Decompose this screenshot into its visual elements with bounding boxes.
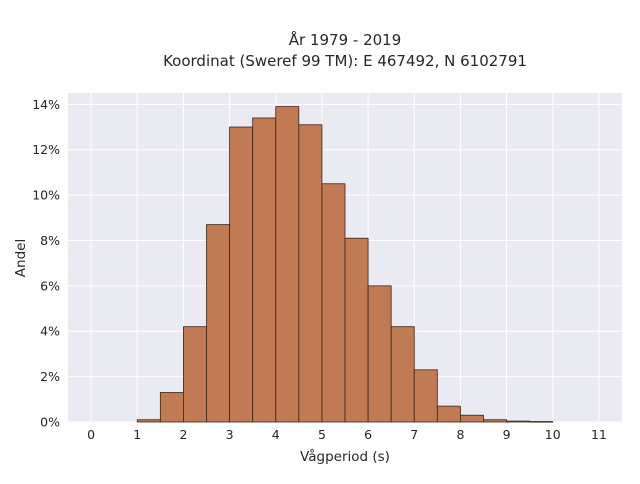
- histogram-bar: [298, 124, 323, 423]
- y-tick-label: 2%: [40, 369, 60, 384]
- histogram-bar: [506, 420, 531, 423]
- y-tick-label: 0%: [40, 415, 60, 430]
- histogram-bar: [436, 405, 461, 423]
- x-tick-label: 5: [318, 427, 326, 442]
- x-tick-label: 6: [364, 427, 372, 442]
- y-tick-label: 12%: [32, 142, 60, 157]
- histogram-bar: [136, 419, 161, 423]
- x-tick-label: 9: [503, 427, 511, 442]
- histogram-bar: [390, 326, 415, 423]
- x-tick-label: 3: [226, 427, 234, 442]
- histogram-bar: [159, 392, 184, 423]
- histogram-bar: [252, 117, 277, 423]
- y-tick-label: 8%: [40, 233, 60, 248]
- x-tick-label: 2: [179, 427, 187, 442]
- histogram-bar: [183, 326, 207, 423]
- x-tick-label: 1: [133, 427, 141, 442]
- x-tick-label: 10: [545, 427, 561, 442]
- histogram-bar: [275, 106, 300, 423]
- y-tick-label: 4%: [40, 324, 60, 339]
- chart-title: År 1979 - 2019: [289, 30, 402, 49]
- y-axis-label: Andel: [13, 239, 29, 277]
- x-tick-label: 7: [410, 427, 418, 442]
- x-axis-ticks: 0 1 2 3 4 5 6 7 8 9 10 11: [87, 427, 607, 442]
- histogram-bar: [529, 421, 554, 423]
- histogram-bar: [460, 414, 484, 423]
- x-tick-label: 11: [591, 427, 607, 442]
- y-tick-label: 10%: [32, 188, 60, 203]
- x-tick-label: 4: [272, 427, 280, 442]
- histogram-bar: [413, 369, 438, 423]
- y-axis-ticks: 0% 2% 4% 6% 8% 10% 12% 14%: [32, 97, 60, 430]
- histogram-bar: [344, 237, 369, 423]
- x-tick-label: 8: [456, 427, 464, 442]
- histogram-bar: [321, 183, 346, 423]
- x-tick-label: 0: [87, 427, 95, 442]
- histogram-bar: [483, 419, 507, 423]
- y-tick-label: 6%: [40, 278, 60, 293]
- y-tick-label: 14%: [32, 97, 60, 112]
- x-axis-label: Vågperiod (s): [300, 448, 390, 465]
- histogram-bar: [206, 224, 230, 423]
- histogram-bar: [229, 126, 254, 423]
- bars-group: [136, 106, 554, 423]
- chart-subtitle: Koordinat (Sweref 99 TM): E 467492, N 61…: [163, 52, 527, 70]
- histogram-bar: [367, 285, 392, 423]
